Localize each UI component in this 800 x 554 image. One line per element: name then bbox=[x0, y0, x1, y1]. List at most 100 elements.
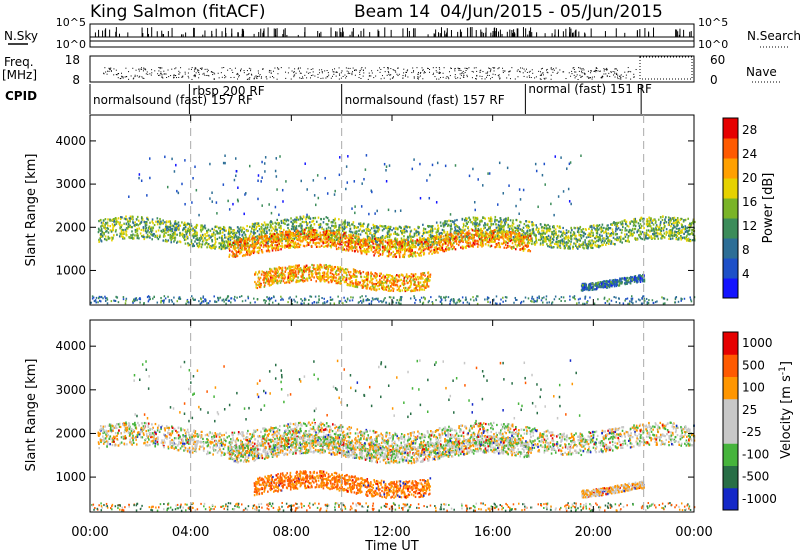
heatmap-cell bbox=[310, 235, 313, 238]
heatmap-cell bbox=[505, 217, 507, 220]
freq-dot bbox=[107, 70, 109, 72]
heatmap-cell bbox=[101, 224, 103, 227]
freq-dot bbox=[556, 72, 558, 74]
heatmap-cell bbox=[494, 234, 497, 237]
heatmap-cell bbox=[238, 227, 240, 230]
heatmap-cell bbox=[676, 234, 679, 238]
heatmap-cell bbox=[303, 233, 306, 236]
freq-dot bbox=[225, 76, 227, 78]
heatmap-cell bbox=[440, 238, 443, 242]
freq-dot bbox=[272, 75, 274, 77]
heatmap-cell bbox=[502, 234, 505, 237]
freq-dot bbox=[321, 69, 323, 71]
heatmap-cell bbox=[488, 227, 490, 230]
heatmap-cell bbox=[596, 232, 599, 235]
heatmap-cell bbox=[644, 235, 647, 238]
heatmap-cell bbox=[668, 237, 670, 240]
heatmap-cell bbox=[347, 249, 350, 252]
heatmap-cell bbox=[414, 245, 416, 248]
heatmap-cell bbox=[691, 231, 693, 234]
heatmap-cell bbox=[665, 216, 667, 219]
freq-dot bbox=[620, 76, 622, 78]
heatmap-cell bbox=[401, 231, 403, 234]
heatmap-cell bbox=[676, 217, 679, 220]
heatmap-cell bbox=[306, 223, 308, 227]
heatmap-cell bbox=[573, 232, 576, 235]
heatmap-cell bbox=[204, 242, 207, 245]
heatmap-cell bbox=[371, 237, 374, 240]
heatmap-cell bbox=[578, 234, 580, 237]
freq-dot bbox=[498, 67, 500, 69]
heatmap-cell bbox=[500, 218, 502, 222]
heatmap-cell bbox=[385, 234, 388, 237]
heatmap-cell bbox=[632, 224, 635, 227]
heatmap-cell bbox=[196, 237, 199, 240]
freq-dot bbox=[173, 77, 175, 79]
heatmap-cell bbox=[388, 230, 390, 233]
heatmap-cell bbox=[615, 222, 618, 226]
heatmap-cell bbox=[184, 235, 186, 238]
heatmap-cell bbox=[191, 245, 194, 248]
freq-dot bbox=[491, 76, 493, 78]
heatmap-cell bbox=[198, 244, 201, 248]
heatmap-cell bbox=[158, 235, 161, 239]
heatmap-cell bbox=[672, 216, 674, 220]
freq-dot bbox=[540, 68, 542, 70]
heatmap-cell bbox=[587, 243, 590, 246]
freq-dot bbox=[335, 75, 337, 77]
heatmap-cell bbox=[649, 219, 652, 222]
freq-dot bbox=[206, 71, 208, 73]
freq-dot bbox=[572, 67, 574, 69]
heatmap-cell bbox=[539, 223, 542, 226]
freq-dot bbox=[391, 77, 393, 79]
heatmap-cell bbox=[244, 248, 246, 251]
heatmap-cell bbox=[394, 232, 397, 236]
heatmap-cell bbox=[129, 217, 132, 220]
freq-dot bbox=[580, 68, 582, 70]
freq-dot bbox=[368, 72, 370, 74]
heatmap-cell bbox=[605, 234, 608, 238]
freq-dot bbox=[354, 69, 356, 71]
heatmap-cell bbox=[153, 223, 156, 227]
heatmap-cell bbox=[308, 226, 310, 229]
heatmap-cell bbox=[110, 236, 113, 239]
heatmap-cell bbox=[380, 225, 383, 228]
freq-dot bbox=[605, 73, 607, 75]
heatmap-cell bbox=[303, 221, 305, 224]
freq-dot bbox=[106, 73, 108, 75]
heatmap-cell bbox=[451, 220, 454, 223]
freq-dot bbox=[603, 68, 605, 70]
heatmap-cell bbox=[266, 226, 269, 229]
freq-dot bbox=[195, 72, 197, 74]
heatmap-cell bbox=[264, 226, 267, 229]
freq-dot bbox=[384, 71, 386, 73]
freq-dot bbox=[223, 67, 225, 69]
heatmap-cell bbox=[531, 224, 534, 227]
heatmap-cell bbox=[132, 221, 135, 225]
freq-dot bbox=[523, 75, 525, 77]
heatmap-cell bbox=[198, 242, 201, 246]
heatmap-cell bbox=[373, 226, 375, 230]
freq-dot bbox=[349, 72, 351, 74]
freq-dot bbox=[451, 67, 453, 69]
heatmap-cell bbox=[196, 242, 198, 246]
freq-dot bbox=[210, 71, 212, 73]
heatmap-cell bbox=[448, 236, 451, 240]
heatmap-cell bbox=[424, 245, 427, 248]
heatmap-cell bbox=[400, 226, 402, 230]
heatmap-cell bbox=[677, 238, 680, 241]
heatmap-cell bbox=[633, 231, 635, 234]
freq-dot bbox=[591, 70, 593, 72]
freq-dot bbox=[519, 71, 521, 73]
heatmap-cell bbox=[429, 233, 432, 236]
heatmap-cell bbox=[260, 235, 263, 238]
heatmap-cell bbox=[182, 229, 184, 232]
freq-dot bbox=[331, 69, 333, 71]
heatmap-cell bbox=[169, 229, 171, 232]
freq-dot bbox=[457, 67, 459, 69]
heatmap-cell bbox=[146, 217, 149, 221]
heatmap-cell bbox=[655, 228, 658, 231]
freq-dot bbox=[339, 74, 341, 76]
freq-dot bbox=[288, 67, 290, 69]
freq-dot bbox=[609, 75, 611, 77]
